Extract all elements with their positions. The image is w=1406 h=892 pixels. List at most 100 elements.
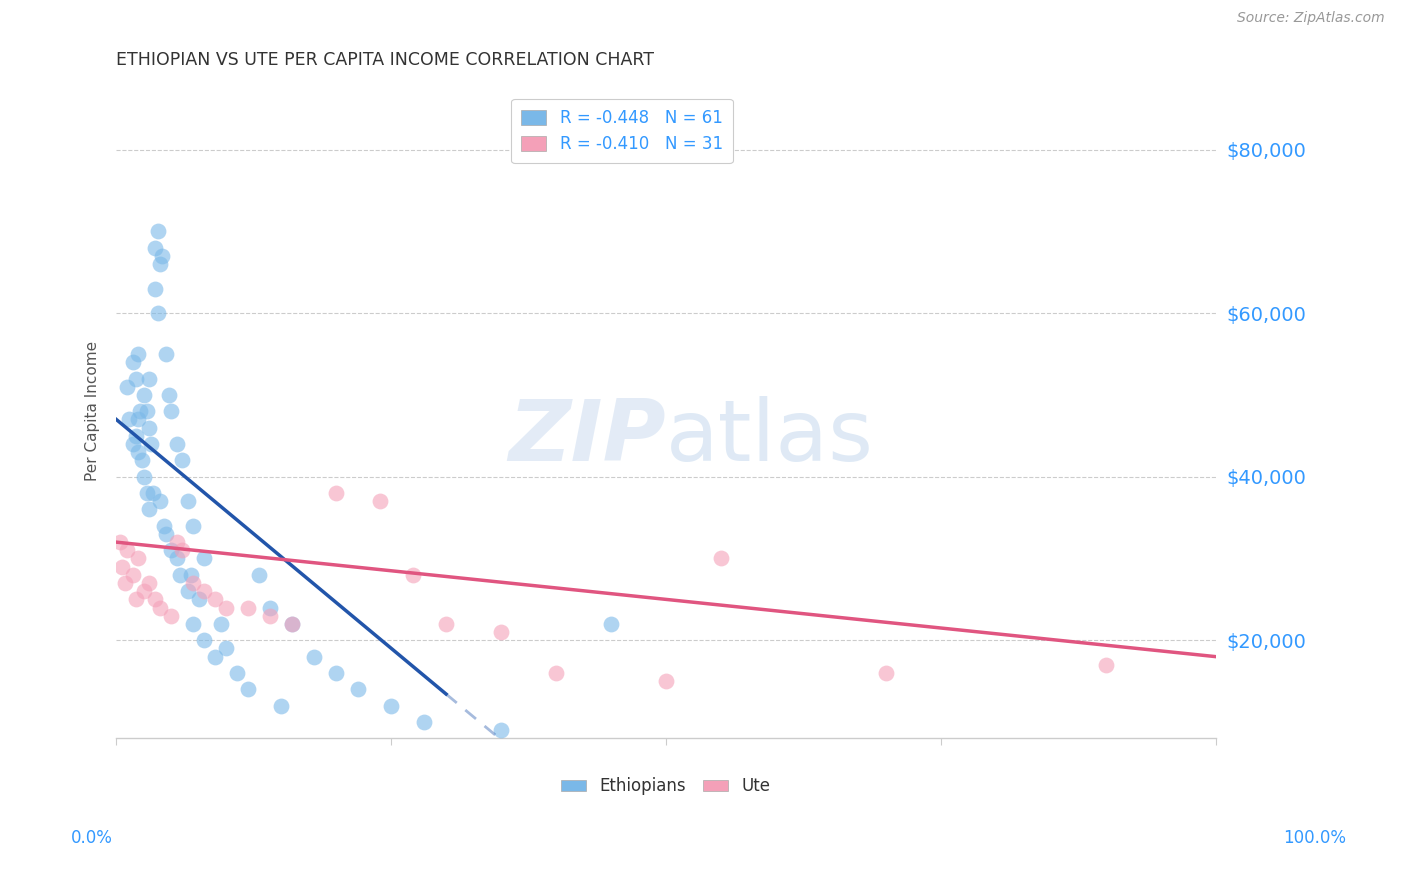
Point [325,665,347,680]
Point [259,608,281,623]
Point [127,347,149,361]
Point [209,616,232,631]
Point [141,437,163,451]
Text: atlas: atlas [666,396,875,479]
Point [181,518,204,533]
Point [127,412,149,426]
Point [149,494,172,508]
Point [146,224,169,238]
Text: 100.0%: 100.0% [1284,829,1346,847]
Point [166,551,188,566]
Point [152,249,174,263]
Point [121,355,143,369]
Point [281,616,304,631]
Point [138,576,160,591]
Point [180,567,202,582]
Point [132,584,155,599]
Point [238,682,260,697]
Text: ZIP: ZIP [509,396,666,479]
Text: Source: ZipAtlas.com: Source: ZipAtlas.com [1237,12,1385,25]
Point [132,388,155,402]
Point [177,584,200,599]
Point [226,665,249,680]
Point [489,723,512,738]
Point [368,494,391,508]
Point [169,567,191,582]
Point [193,551,215,566]
Point [149,257,172,271]
Point [238,600,260,615]
Point [347,682,370,697]
Point [204,592,226,607]
Point [172,543,194,558]
Point [118,412,141,426]
Legend: Ethiopians, Ute: Ethiopians, Ute [555,771,778,802]
Point [125,429,148,443]
Point [166,437,188,451]
Point [187,592,209,607]
Point [215,600,238,615]
Point [117,380,139,394]
Point [117,543,139,558]
Point [108,535,131,549]
Point [489,625,512,640]
Point [160,404,183,418]
Text: ETHIOPIAN VS UTE PER CAPITA INCOME CORRELATION CHART: ETHIOPIAN VS UTE PER CAPITA INCOME CORRE… [117,51,654,69]
Point [111,559,134,574]
Point [129,404,152,418]
Point [302,649,325,664]
Point [143,592,166,607]
Point [138,502,160,516]
Point [143,282,166,296]
Point [138,371,160,385]
Y-axis label: Per Capita Income: Per Capita Income [86,342,100,482]
Point [132,469,155,483]
Point [127,551,149,566]
Point [127,445,149,459]
Point [114,576,136,591]
Point [434,616,457,631]
Point [710,551,733,566]
Point [1094,657,1116,672]
Point [172,453,194,467]
Point [160,608,183,623]
Point [149,600,172,615]
Point [125,371,148,385]
Point [204,649,226,664]
Point [181,576,204,591]
Point [875,665,897,680]
Point [600,616,623,631]
Point [281,616,304,631]
Point [325,486,347,500]
Point [655,674,678,689]
Point [413,714,436,729]
Point [136,404,159,418]
Point [152,518,174,533]
Point [215,641,238,656]
Point [157,388,180,402]
Point [247,567,270,582]
Point [259,600,281,615]
Point [155,527,177,541]
Point [136,486,159,500]
Point [270,698,292,713]
Point [121,567,143,582]
Point [121,437,143,451]
Point [143,241,166,255]
Point [166,535,188,549]
Point [125,592,148,607]
Point [146,306,169,320]
Point [155,347,177,361]
Point [193,633,215,648]
Point [544,665,567,680]
Point [160,543,183,558]
Text: 0.0%: 0.0% [70,829,112,847]
Point [402,567,425,582]
Point [131,453,153,467]
Point [142,486,165,500]
Point [181,616,204,631]
Point [177,494,200,508]
Point [193,584,215,599]
Point [138,420,160,434]
Point [380,698,402,713]
